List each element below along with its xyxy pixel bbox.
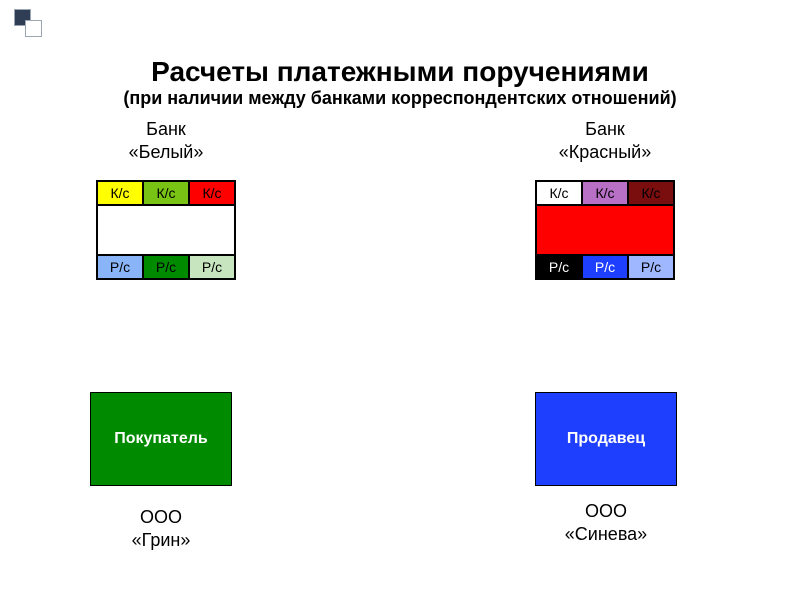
bank-left-label-line2: «Белый» [129, 142, 204, 162]
bank-left-top-cell-2: К/с [189, 181, 235, 205]
bank-left-bottom-row: Р/сР/сР/с [97, 255, 235, 279]
seller-org: ООО «Синева» [535, 500, 677, 545]
bank-right-accounts: К/сК/сК/с Р/сР/сР/с [535, 180, 675, 280]
page-title: Расчеты платежными поручениями [0, 56, 800, 88]
bank-left-top-row: К/сК/сК/с [97, 181, 235, 205]
seller-label: Продавец [567, 430, 645, 448]
bank-left-accounts: К/сК/сК/с Р/сР/сР/с [96, 180, 236, 280]
decor-square-2 [25, 20, 42, 37]
bank-left-label-line1: Банк [146, 119, 186, 139]
bank-right-bottom-row: Р/сР/сР/с [536, 255, 674, 279]
bank-left-label: Банк «Белый» [96, 118, 236, 163]
bank-right-bottom-cell-0: Р/с [536, 255, 582, 279]
bank-left-top-cell-0: К/с [97, 181, 143, 205]
bank-left-top-cell-1: К/с [143, 181, 189, 205]
bank-right-bottom-cell-1: Р/с [582, 255, 628, 279]
bank-right-label: Банк «Красный» [530, 118, 680, 163]
bank-right-top-row: К/сК/сК/с [536, 181, 674, 205]
bank-left-mid [97, 205, 235, 255]
bank-right-top-cell-2: К/с [628, 181, 674, 205]
seller-org-line1: ООО [585, 501, 627, 521]
bank-left-bottom-cell-1: Р/с [143, 255, 189, 279]
bank-right-label-line1: Банк [585, 119, 625, 139]
seller-box: Продавец [535, 392, 677, 486]
buyer-label: Покупатель [114, 430, 207, 448]
bank-right-mid [536, 205, 674, 255]
buyer-org-line1: ООО [140, 507, 182, 527]
bank-right-bottom-cell-2: Р/с [628, 255, 674, 279]
buyer-org: ООО «Грин» [90, 506, 232, 551]
buyer-org-line2: «Грин» [132, 530, 191, 550]
bank-left-bottom-cell-2: Р/с [189, 255, 235, 279]
seller-org-line2: «Синева» [565, 524, 647, 544]
buyer-box: Покупатель [90, 392, 232, 486]
bank-right-label-line2: «Красный» [559, 142, 651, 162]
bank-right-top-cell-1: К/с [582, 181, 628, 205]
bank-left-bottom-cell-0: Р/с [97, 255, 143, 279]
page-subtitle: (при наличии между банками корреспондент… [0, 88, 800, 109]
bank-right-top-cell-0: К/с [536, 181, 582, 205]
